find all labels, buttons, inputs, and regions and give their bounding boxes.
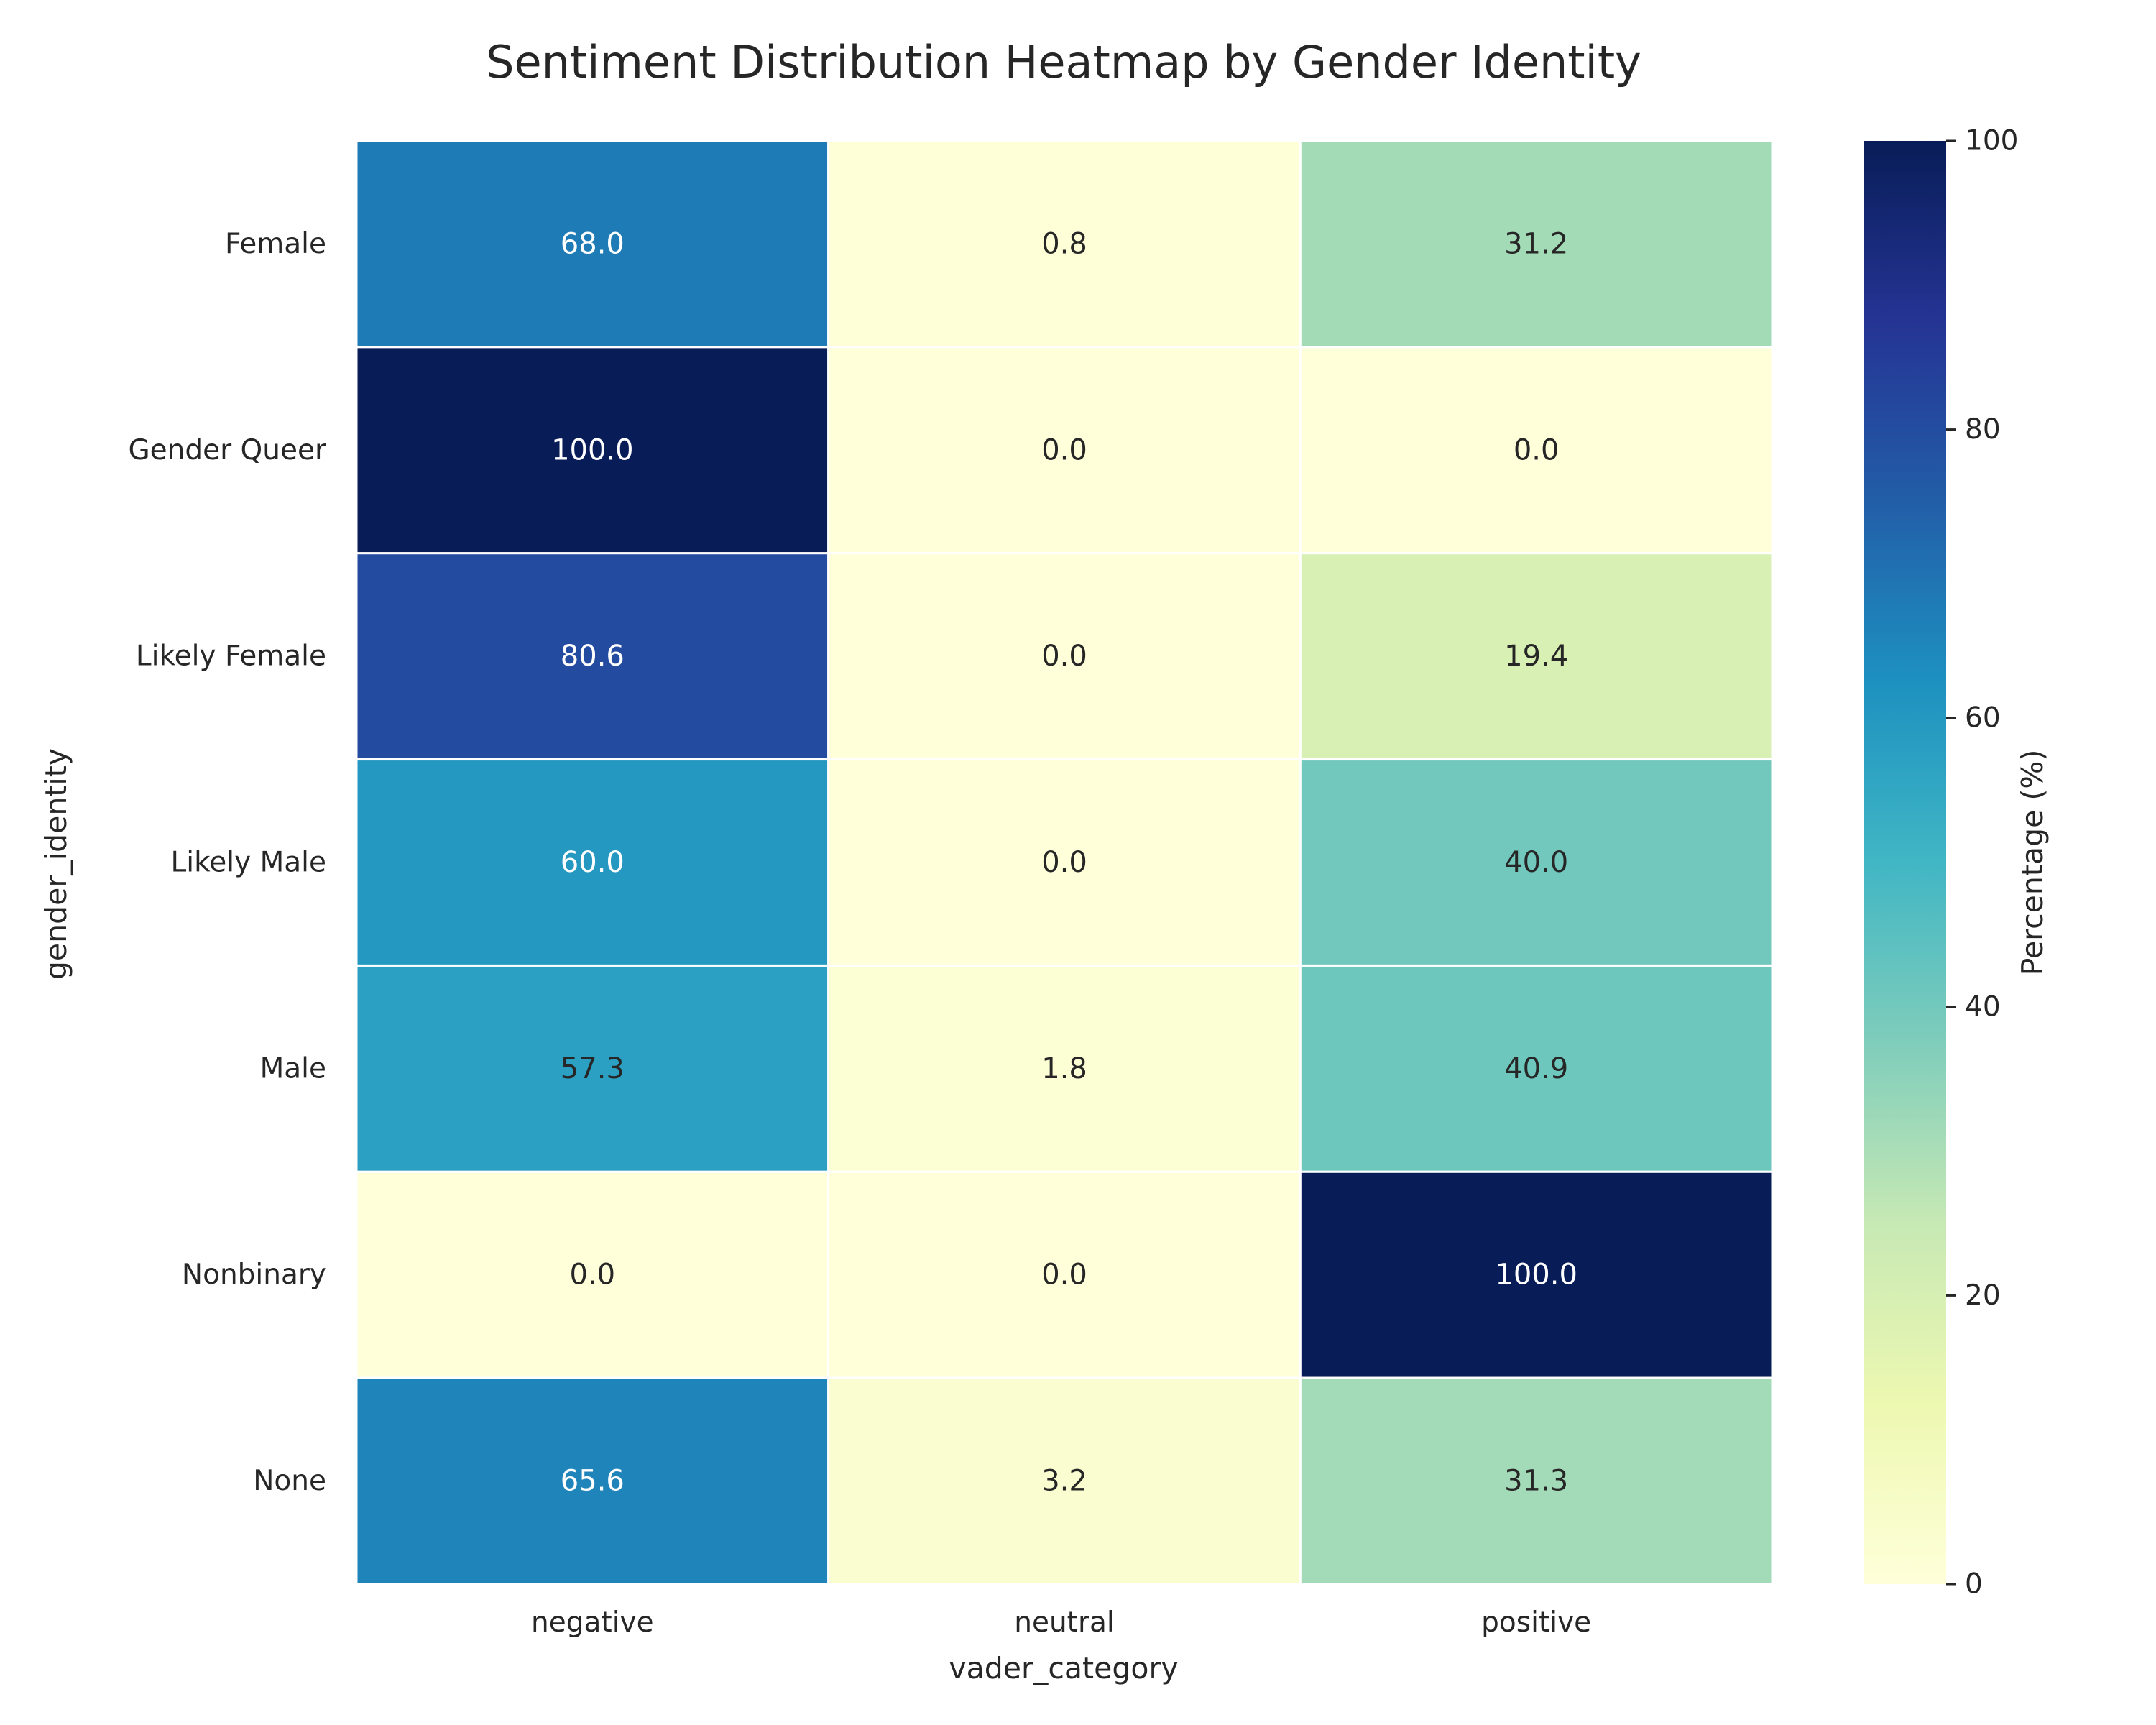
y-tick-label: Male — [260, 1052, 326, 1085]
heatmap-cell — [827, 552, 1302, 761]
y-tick-label: Likely Female — [136, 640, 326, 673]
y-tick-label: Nonbinary — [182, 1259, 326, 1291]
y-axis-label: gender_identity — [39, 748, 73, 980]
x-tick-label: positive — [1481, 1606, 1591, 1639]
y-tick-label: Likely Male — [171, 847, 326, 879]
colorbar-tick-label: 80 — [1965, 413, 2001, 446]
cell-value-label: 0.0 — [1514, 433, 1560, 466]
x-axis-ticks: negative neutral positive — [531, 1606, 1591, 1639]
cell-value-label: 1.8 — [1041, 1052, 1087, 1085]
colorbar-ticks: 0 20 40 60 80 100 — [1946, 125, 2018, 1601]
heatmap-cell — [827, 1376, 1302, 1586]
heatmap-cell — [827, 346, 1302, 555]
colorbar-tick-label: 100 — [1965, 125, 2018, 157]
colorbar-tick-label: 20 — [1965, 1279, 2001, 1312]
colorbar-tick-label: 0 — [1965, 1568, 1983, 1601]
x-tick-label: negative — [531, 1606, 654, 1639]
heatmap-cell — [1299, 139, 1774, 349]
x-axis-label: vader_category — [949, 1651, 1178, 1685]
y-tick-label: Gender Queer — [128, 434, 327, 466]
y-axis-ticks: Female Gender Queer Likely Female Likely Ma… — [128, 228, 327, 1497]
cell-value-label: 0.0 — [1041, 433, 1087, 466]
cell-value-label: 0.0 — [1041, 846, 1087, 879]
heatmap-cell — [355, 139, 830, 349]
cell-value-label: 31.2 — [1504, 227, 1568, 260]
cell-value-label: 57.3 — [561, 1052, 625, 1085]
heatmap-cell — [827, 1170, 1302, 1379]
cell-value-label: 100.0 — [1495, 1259, 1577, 1292]
cell-value-label: 68.0 — [561, 227, 625, 260]
heatmap-cell — [1299, 964, 1774, 1173]
colorbar: 0 20 40 60 80 100 Percentage (%) — [1864, 125, 2050, 1601]
cell-value-label: 60.0 — [561, 846, 625, 879]
heatmap-cell — [1299, 1376, 1774, 1586]
colorbar-tick-label: 40 — [1965, 990, 2001, 1023]
y-tick-label: Female — [225, 228, 326, 260]
heatmap-cell — [827, 964, 1302, 1173]
cell-value-label: 0.0 — [1041, 1259, 1087, 1292]
cell-value-label: 31.3 — [1504, 1465, 1568, 1498]
heatmap-cell — [1299, 1170, 1774, 1379]
cell-value-label: 100.0 — [551, 433, 634, 466]
cell-value-label: 80.6 — [561, 640, 625, 673]
heatmap-cell — [355, 758, 830, 967]
x-tick-label: neutral — [1014, 1606, 1115, 1639]
heatmap-cells — [355, 139, 1774, 1586]
colorbar-gradient — [1864, 141, 1946, 1584]
heatmap-cell — [355, 1170, 830, 1379]
heatmap-cell-labels: 68.0 0.8 31.2 100.0 0.0 0.0 80.6 0.0 19.4 60.0 0.0… — [551, 227, 1577, 1497]
cell-value-label: 19.4 — [1504, 640, 1568, 673]
cell-value-label: 0.0 — [1041, 640, 1087, 673]
cell-value-label: 65.6 — [561, 1465, 625, 1498]
heatmap-cell — [355, 1376, 830, 1586]
cell-value-label: 40.0 — [1504, 846, 1568, 879]
heatmap-cell — [355, 964, 830, 1173]
heatmap-cell — [1299, 346, 1774, 555]
cell-value-label: 0.8 — [1041, 227, 1087, 260]
heatmap-cell — [1299, 758, 1774, 967]
cell-value-label: 40.9 — [1504, 1052, 1568, 1085]
colorbar-tick-label: 60 — [1965, 702, 2001, 735]
heatmap-cell — [827, 139, 1302, 349]
heatmap-cell — [355, 346, 830, 555]
cell-value-label: 3.2 — [1041, 1465, 1087, 1498]
chart-title: Sentiment Distribution Heatmap by Gender… — [486, 36, 1641, 88]
colorbar-label: Percentage (%) — [2015, 750, 2050, 976]
cell-value-label: 0.0 — [570, 1259, 616, 1292]
y-tick-label: None — [253, 1465, 326, 1497]
